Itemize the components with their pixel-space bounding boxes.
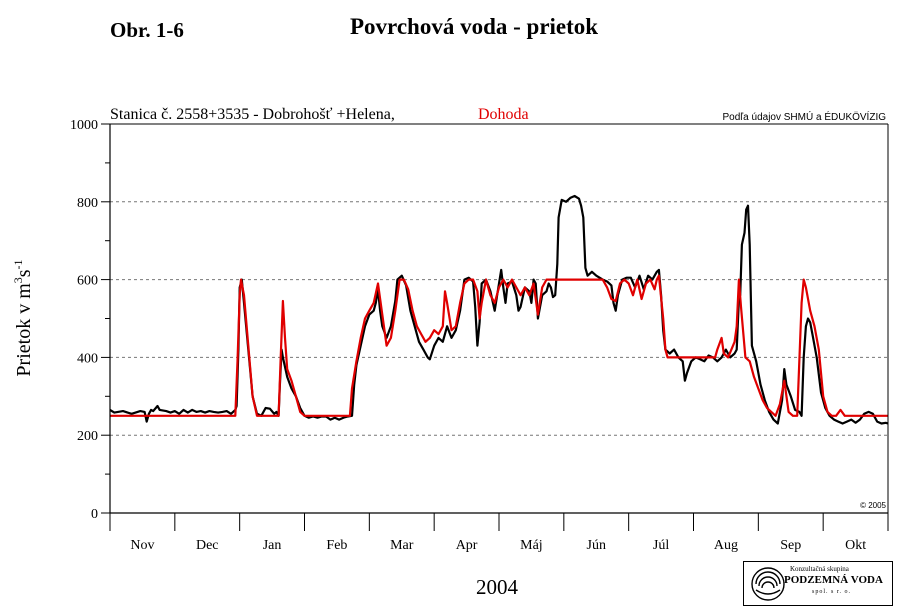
- x-tick-label-Feb: Feb: [326, 538, 347, 553]
- chart-title: Povrchová voda - prietok: [350, 14, 599, 39]
- axes: 0 200 400 600 800 1000 Nov Dec Jan Feb Mar Apr Máj Jú…: [70, 118, 889, 553]
- y-tick-label: 0: [91, 507, 98, 522]
- grid-lines: [110, 201, 888, 436]
- labels: Stanica č. 2558+3535 - Dobrohošť +Helena…: [11, 106, 887, 599]
- x-tick-label-Sep: Sep: [780, 538, 801, 553]
- source-note: Podľa údajov SHMÚ a ÉDUKÖVÍZIG: [722, 110, 886, 123]
- x-tick-label-Okt: Okt: [845, 538, 866, 553]
- logo-swirl-icon: [751, 567, 785, 601]
- x-tick-label-Jún: Jún: [587, 538, 606, 553]
- logo-text-line3: spol. s r. o.: [812, 589, 852, 595]
- y-tick-label: 600: [77, 274, 98, 289]
- x-tick-label-Apr: Apr: [456, 538, 478, 553]
- series-line-measured: [109, 194, 889, 425]
- x-tick-label-Máj: Máj: [520, 538, 543, 553]
- data-series: [109, 194, 889, 425]
- x-tick-label-Dec: Dec: [196, 538, 219, 553]
- x-tick-label-Aug: Aug: [714, 538, 738, 553]
- x-axis-title: 2004: [476, 575, 519, 599]
- figure-label: Obr. 1-6: [110, 18, 184, 42]
- y-tick-label: 800: [77, 196, 98, 211]
- y-tick-label: 200: [77, 429, 98, 444]
- x-tick-label-Mar: Mar: [390, 538, 414, 553]
- copyright-note: © 2005: [860, 501, 886, 510]
- series-label-dohoda: Dohoda: [478, 106, 529, 123]
- x-tick-label-Nov: Nov: [130, 538, 154, 553]
- y-axis-title: Prietok v m3s-1: [11, 259, 35, 376]
- y-tick-label: 400: [77, 351, 98, 366]
- logo-text-line1: Konzultačná skupina: [790, 565, 849, 573]
- x-tick-label-Jan: Jan: [263, 538, 282, 553]
- x-tick-label-Júl: Júl: [653, 538, 669, 553]
- series-line-dohoda: [110, 274, 888, 417]
- station-subtitle: Stanica č. 2558+3535 - Dobrohošť +Helena…: [110, 106, 395, 123]
- logo-text-company: PODZEMNÁ VODA: [784, 574, 883, 586]
- y-tick-label: 1000: [70, 118, 98, 133]
- company-logo: [743, 561, 893, 606]
